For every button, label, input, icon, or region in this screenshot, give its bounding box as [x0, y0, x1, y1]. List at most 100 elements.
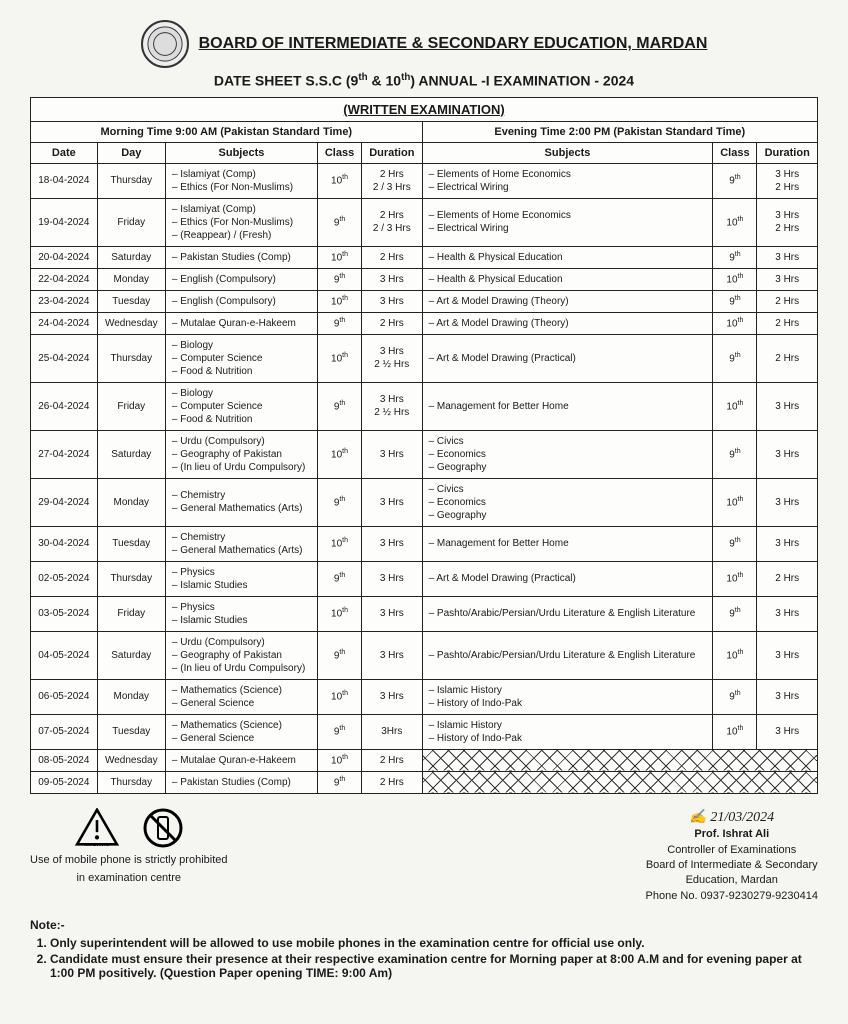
cell-date: 29-04-2024: [31, 478, 98, 526]
cell-m-class: 10th: [318, 246, 362, 268]
cell-date: 24-04-2024: [31, 312, 98, 334]
cell-m-subjects: Islamiyat (Comp)Ethics (For Non-Muslims)…: [165, 198, 317, 246]
cell-day: Monday: [97, 268, 165, 290]
morning-header: Morning Time 9:00 AM (Pakistan Standard …: [31, 121, 423, 142]
cell-day: Saturday: [97, 246, 165, 268]
cell-e-subjects: Art & Model Drawing (Practical): [422, 334, 713, 382]
cell-m-duration: 2 Hrs2 / 3 Hrs: [362, 163, 423, 198]
cell-date: 20-04-2024: [31, 246, 98, 268]
table-row: 22-04-2024MondayEnglish (Compulsory)9th3…: [31, 268, 818, 290]
svg-text:WARNING: WARNING: [84, 845, 109, 846]
table-row: 19-04-2024FridayIslamiyat (Comp)Ethics (…: [31, 198, 818, 246]
cell-m-class: 10th: [318, 163, 362, 198]
cell-m-duration: 3 Hrs: [362, 679, 423, 714]
cell-e-subjects: Management for Better Home: [422, 526, 713, 561]
exam-table: (WRITTEN EXAMINATION) Morning Time 9:00 …: [30, 97, 818, 794]
cell-date: 06-05-2024: [31, 679, 98, 714]
cell-date: 18-04-2024: [31, 163, 98, 198]
cell-e-subjects: Elements of Home EconomicsElectrical Wir…: [422, 198, 713, 246]
cell-e-subjects: Islamic HistoryHistory of Indo-Pak: [422, 679, 713, 714]
cell-e-class: 9th: [713, 334, 757, 382]
cell-e-duration: 3 Hrs: [757, 478, 818, 526]
signature-date: ✍ 21/03/2024: [646, 808, 818, 828]
cell-day: Tuesday: [97, 526, 165, 561]
cell-m-class: 10th: [318, 334, 362, 382]
cell-date: 03-05-2024: [31, 596, 98, 631]
cell-m-duration: 2 Hrs2 / 3 Hrs: [362, 198, 423, 246]
cell-e-subjects: CivicsEconomicsGeography: [422, 478, 713, 526]
footer: WARNING Use of mobile phone is strictly …: [30, 808, 818, 905]
cell-date: 23-04-2024: [31, 290, 98, 312]
cell-e-duration: 2 Hrs: [757, 334, 818, 382]
document-header: BOARD OF INTERMEDIATE & SECONDARY EDUCAT…: [30, 20, 818, 89]
cell-m-class: 9th: [318, 382, 362, 430]
cell-m-subjects: ChemistryGeneral Mathematics (Arts): [165, 478, 317, 526]
signer-org2: Education, Mardan: [646, 873, 818, 888]
evening-header: Evening Time 2:00 PM (Pakistan Standard …: [422, 121, 817, 142]
table-row: 24-04-2024WednesdayMutalae Quran-e-Hakee…: [31, 312, 818, 334]
cell-m-duration: 3 Hrs: [362, 526, 423, 561]
cell-date: 04-05-2024: [31, 631, 98, 679]
cell-e-duration: 3 Hrs: [757, 526, 818, 561]
cell-e-subjects: CivicsEconomicsGeography: [422, 430, 713, 478]
table-row: 09-05-2024ThursdayPakistan Studies (Comp…: [31, 771, 818, 793]
note-2: Candidate must ensure their presence at …: [50, 952, 818, 980]
col-class-e: Class: [713, 142, 757, 163]
cell-m-duration: 3 Hrs: [362, 268, 423, 290]
cell-m-class: 9th: [318, 312, 362, 334]
cell-e-subjects: Health & Physical Education: [422, 246, 713, 268]
cell-m-subjects: Pakistan Studies (Comp): [165, 771, 317, 793]
table-row: 27-04-2024SaturdayUrdu (Compulsory)Geogr…: [31, 430, 818, 478]
table-row: 26-04-2024FridayBiologyComputer ScienceF…: [31, 382, 818, 430]
cell-m-duration: 3 Hrs: [362, 478, 423, 526]
table-row: 20-04-2024SaturdayPakistan Studies (Comp…: [31, 246, 818, 268]
cell-m-class: 10th: [318, 430, 362, 478]
cell-e-subjects: Health & Physical Education: [422, 268, 713, 290]
cell-m-duration: 3 Hrs: [362, 631, 423, 679]
cell-e-crossed: [422, 771, 817, 793]
col-duration-m: Duration: [362, 142, 423, 163]
cell-e-subjects: Art & Model Drawing (Theory): [422, 290, 713, 312]
cell-date: 07-05-2024: [31, 714, 98, 749]
note-1: Only superintendent will be allowed to u…: [50, 936, 818, 950]
cell-day: Friday: [97, 596, 165, 631]
table-row: 07-05-2024TuesdayMathematics (Science)Ge…: [31, 714, 818, 749]
cell-m-class: 9th: [318, 714, 362, 749]
cell-m-duration: 3 Hrs: [362, 561, 423, 596]
cell-day: Monday: [97, 679, 165, 714]
cell-day: Monday: [97, 478, 165, 526]
table-row: 29-04-2024MondayChemistryGeneral Mathema…: [31, 478, 818, 526]
cell-m-duration: 3 Hrs: [362, 596, 423, 631]
cell-e-duration: 2 Hrs: [757, 290, 818, 312]
cell-e-duration: 2 Hrs: [757, 561, 818, 596]
cell-e-subjects: Pashto/Arabic/Persian/Urdu Literature & …: [422, 596, 713, 631]
cell-e-class: 9th: [713, 596, 757, 631]
section-heading: (WRITTEN EXAMINATION): [31, 97, 818, 121]
signature-block: ✍ 21/03/2024 Prof. Ishrat Ali Controller…: [646, 808, 818, 905]
cell-m-class: 9th: [318, 771, 362, 793]
cell-e-class: 10th: [713, 714, 757, 749]
no-phone-icon: [143, 808, 183, 848]
cell-m-class: 10th: [318, 749, 362, 771]
cell-m-duration: 3 Hrs2 ½ Hrs: [362, 382, 423, 430]
col-subjects-e: Subjects: [422, 142, 713, 163]
cell-date: 08-05-2024: [31, 749, 98, 771]
warning-block: WARNING Use of mobile phone is strictly …: [30, 808, 227, 884]
notes-section: Note:- Only superintendent will be allow…: [30, 918, 818, 980]
table-row: 04-05-2024SaturdayUrdu (Compulsory)Geogr…: [31, 631, 818, 679]
cell-day: Saturday: [97, 631, 165, 679]
cell-e-duration: 3 Hrs: [757, 679, 818, 714]
cell-day: Tuesday: [97, 714, 165, 749]
cell-date: 27-04-2024: [31, 430, 98, 478]
warning-text-2: in examination centre: [30, 872, 227, 884]
cell-date: 02-05-2024: [31, 561, 98, 596]
cell-e-subjects: Management for Better Home: [422, 382, 713, 430]
cell-m-duration: 2 Hrs: [362, 246, 423, 268]
signer-phone: Phone No. 0937-9230279-9230414: [646, 889, 818, 904]
cell-date: 25-04-2024: [31, 334, 98, 382]
cell-e-duration: 3 Hrs: [757, 268, 818, 290]
cell-m-class: 9th: [318, 561, 362, 596]
cell-m-duration: 2 Hrs: [362, 749, 423, 771]
cell-m-subjects: Urdu (Compulsory)Geography of Pakistan(I…: [165, 631, 317, 679]
table-row: 25-04-2024ThursdayBiologyComputer Scienc…: [31, 334, 818, 382]
